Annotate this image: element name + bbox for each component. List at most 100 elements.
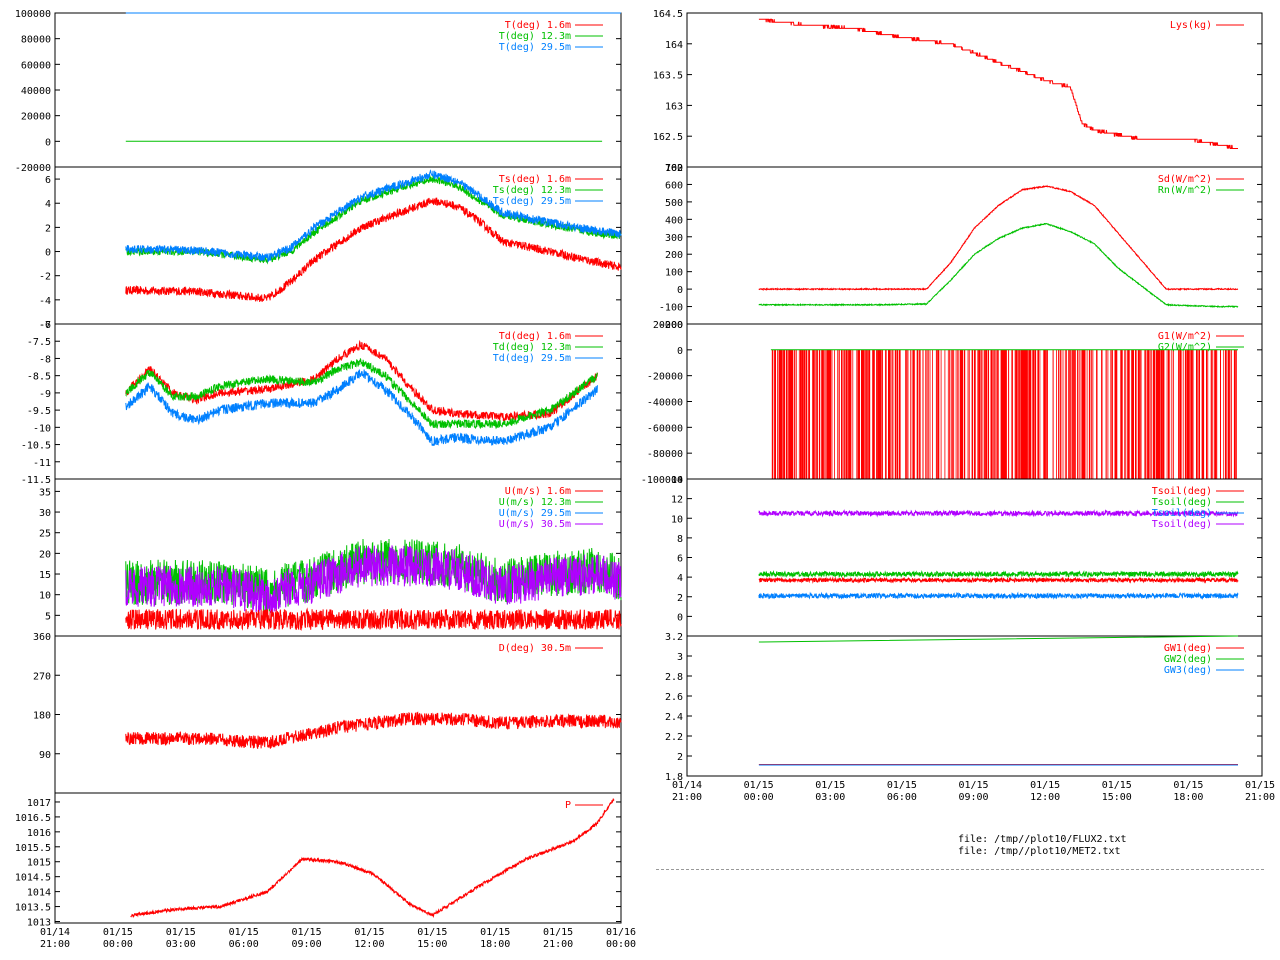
y-tick-label: 0 — [677, 285, 683, 296]
y-tick-label: -9 — [39, 389, 51, 400]
y-tick-label: 0 — [677, 612, 683, 623]
series-line — [125, 197, 622, 303]
legend-label: Tsoil(deg) — [1152, 508, 1212, 519]
y-tick-label: 12 — [671, 495, 683, 506]
y-tick-label: 300 — [665, 233, 683, 244]
y-tick-label: 1013 — [27, 918, 51, 929]
x-tick-time: 00:00 — [606, 939, 636, 950]
series-line — [758, 18, 1238, 149]
y-tick-label: -8 — [39, 354, 51, 365]
series-line — [758, 569, 1239, 579]
y-tick-label: 3.2 — [665, 632, 683, 643]
y-tick-label: 2.4 — [665, 712, 683, 723]
legend-label: D(deg) 30.5m — [499, 643, 571, 654]
y-tick-label: -8.5 — [27, 372, 51, 383]
x-tick-time: 09:00 — [958, 792, 988, 803]
legend-label: T(deg) 29.5m — [499, 42, 571, 53]
x-tick-time: 21:00 — [1245, 792, 1275, 803]
legend-label: U(m/s) 29.5m — [499, 508, 571, 519]
plot-frame — [54, 792, 622, 924]
x-tick-date: 01/16 — [606, 927, 636, 938]
x-tick-date: 01/15 — [417, 927, 447, 938]
y-tick-label: -200 — [659, 320, 683, 331]
y-tick-label: -11 — [33, 458, 51, 469]
x-tick-date: 01/15 — [354, 927, 384, 938]
y-tick-label: 20000 — [21, 112, 51, 123]
legend-label: U(m/s) 12.3m — [499, 497, 571, 508]
file-name: file: /tmp//plot10/FLUX2.txt — [958, 834, 1127, 845]
y-tick-label: 164 — [665, 40, 683, 51]
y-tick-label: -4 — [39, 296, 51, 307]
legend-label: Td(deg) 12.3m — [493, 342, 571, 353]
series-line — [758, 184, 1239, 292]
y-tick-label: 163.5 — [653, 71, 683, 82]
y-tick-label: 1015.5 — [15, 843, 51, 854]
y-tick-label: 20 — [39, 549, 51, 560]
y-tick-label: -10 — [33, 423, 51, 434]
x-tick-date: 01/15 — [1173, 780, 1203, 791]
x-tick-time: 09:00 — [292, 939, 322, 950]
chart-R2: 700 600 500 400 300 200 100 0 -100 -200 Sd(W/m^2)R… — [659, 163, 1263, 331]
legend-label: Tsoil(deg) — [1152, 486, 1212, 497]
y-tick-label: 1.8 — [665, 772, 683, 783]
x-tick-time: 00:00 — [103, 939, 133, 950]
x-tick-date: 01/15 — [744, 780, 774, 791]
y-tick-label: 600 — [665, 180, 683, 191]
legend-label: Rn(W/m^2) — [1158, 185, 1212, 196]
y-tick-label: -20000 — [647, 372, 683, 383]
y-tick-label: -7 — [39, 320, 51, 331]
y-tick-label: 40000 — [21, 86, 51, 97]
y-tick-label: 200 — [665, 250, 683, 261]
legend-label: U(m/s) 30.5m — [499, 519, 571, 530]
y-tick-label: 500 — [665, 198, 683, 209]
x-tick-time: 12:00 — [354, 939, 384, 950]
x-tick-date: 01/15 — [292, 927, 322, 938]
y-tick-label: 2 — [677, 752, 683, 763]
y-tick-label: 163 — [665, 101, 683, 112]
x-tick-date: 01/14 — [672, 780, 702, 791]
y-tick-label: 1014 — [27, 888, 51, 899]
series-line — [125, 545, 622, 615]
y-tick-label: 360 — [33, 632, 51, 643]
y-tick-label: 1013.5 — [15, 903, 51, 914]
series-line — [125, 711, 622, 749]
y-tick-label: 2 — [677, 593, 683, 604]
chart-L3: -7 -7.5 -8 -8.5 -9 -9.5 -10 -10.5 -11 -11.5 Td(deg… — [21, 320, 622, 486]
x-tick-time: 18:00 — [480, 939, 510, 950]
legend-label: Td(deg) 29.5m — [493, 353, 571, 364]
x-tick-time: 06:00 — [229, 939, 259, 950]
y-tick-label: 162.5 — [653, 132, 683, 143]
y-tick-label: 2.8 — [665, 672, 683, 683]
series-line — [758, 576, 1239, 584]
series-line — [125, 358, 598, 430]
x-tick-time: 06:00 — [887, 792, 917, 803]
y-tick-label: 100000 — [15, 9, 51, 20]
y-tick-label: 6 — [677, 554, 683, 565]
legend-label: G1(W/m^2) — [1158, 331, 1212, 342]
x-tick-time: 03:00 — [166, 939, 196, 950]
y-tick-label: 1015 — [27, 858, 51, 869]
series-line — [758, 591, 1239, 601]
y-tick-label: 100 — [665, 268, 683, 279]
separator-line — [656, 869, 1264, 870]
chart-L5: 360 270 180 90 D(deg) 30.5m — [33, 632, 622, 794]
legend-label: T(deg) 1.6m — [505, 20, 571, 31]
y-tick-label: 30 — [39, 508, 51, 519]
series-line — [125, 369, 598, 446]
chart-R3: 20000 0 -20000 -40000 -60000 -80000 -100000 G1(… — [641, 320, 1263, 486]
x-tick-time: 03:00 — [815, 792, 845, 803]
y-tick-label: -60000 — [647, 423, 683, 434]
chart-R4: 14121086420Tsoil(deg)Tsoil(deg)Tsoil(deg… — [671, 475, 1263, 637]
y-tick-label: -40000 — [647, 398, 683, 409]
y-tick-label: 0 — [45, 248, 51, 259]
series-line — [758, 222, 1239, 309]
y-tick-label: 20000 — [653, 320, 683, 331]
y-tick-label: 6 — [45, 175, 51, 186]
y-tick-label: 1017 — [27, 798, 51, 809]
y-tick-label: -100 — [659, 303, 683, 314]
y-tick-label: 8 — [677, 534, 683, 545]
y-tick-label: -2 — [39, 272, 51, 283]
legend-label: G2(W/m^2) — [1158, 342, 1212, 353]
legend-label: GW2(deg) — [1164, 654, 1212, 665]
